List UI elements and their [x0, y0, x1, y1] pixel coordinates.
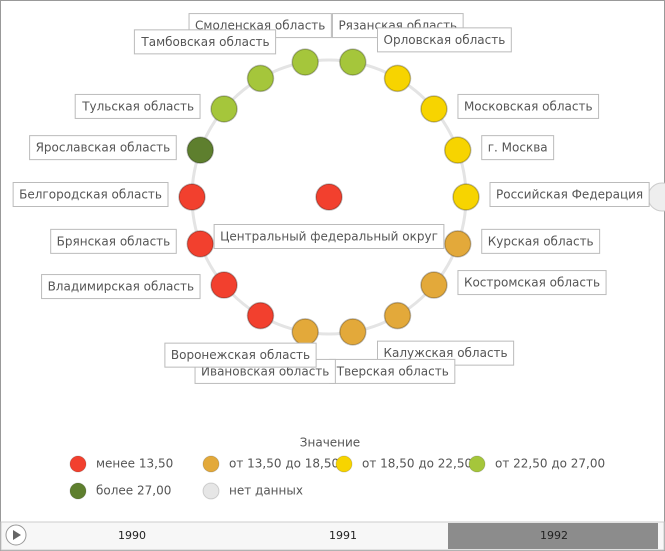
legend-swatch — [69, 482, 87, 500]
region-node[interactable] — [186, 230, 215, 258]
region-node[interactable] — [178, 183, 206, 211]
region-label: Белгородская область — [19, 188, 162, 202]
region-label: Смоленская область — [195, 19, 325, 33]
label-box — [50, 228, 177, 254]
label-box — [74, 93, 201, 119]
legend-swatch — [202, 482, 220, 500]
region-label: Московская область — [464, 99, 593, 113]
center-label: Центральный федеральный округ — [220, 230, 438, 244]
legend-title: Значение — [300, 436, 360, 450]
timeline-year[interactable]: 1991 — [329, 529, 357, 542]
region-node[interactable] — [186, 136, 215, 164]
label-box — [213, 224, 445, 249]
region-label: г. Москва — [488, 141, 548, 155]
timeline-year[interactable]: 1990 — [118, 529, 146, 542]
region-node[interactable] — [452, 183, 480, 211]
play-icon — [13, 530, 21, 540]
legend-swatch — [69, 455, 87, 473]
label-box — [457, 270, 607, 296]
legend-swatch — [202, 455, 220, 473]
region-node[interactable] — [291, 318, 319, 346]
region-label: Костромская область — [464, 276, 600, 290]
region-node[interactable] — [315, 183, 343, 211]
region-label: Воронежская область — [171, 348, 310, 362]
label-box — [489, 182, 650, 207]
label-box — [164, 342, 317, 368]
legend-label: от 22,50 до 27,00 — [495, 457, 605, 471]
region-node[interactable] — [210, 95, 238, 123]
region-label: Калужская область — [384, 346, 508, 360]
region-label: Российская Федерация — [496, 188, 643, 202]
label-box — [133, 29, 277, 55]
region-node[interactable] — [383, 64, 412, 93]
legend-swatch — [468, 455, 486, 473]
legend-label: менее 13,50 — [96, 457, 173, 471]
legend-label: нет данных — [229, 484, 303, 498]
legend-label: более 27,00 — [96, 484, 171, 498]
region-node[interactable] — [420, 271, 448, 299]
region-node[interactable] — [383, 301, 412, 330]
label-box — [377, 27, 512, 53]
region-label: Тульская область — [81, 99, 194, 113]
timeline-year[interactable]: 1992 — [540, 529, 568, 542]
region-label: Курская область — [488, 234, 594, 248]
label-box — [41, 274, 201, 300]
label-box — [457, 93, 600, 119]
timeline-selected — [448, 523, 658, 549]
region-label: Владимирская область — [48, 280, 194, 294]
label-box — [481, 135, 555, 161]
region-node[interactable] — [210, 271, 238, 299]
region-node[interactable] — [420, 95, 448, 123]
legend-label: от 18,50 до 22,50 — [362, 457, 472, 471]
region-node[interactable] — [246, 301, 275, 330]
region-label: Тамбовская область — [140, 35, 269, 49]
legend-swatch — [335, 455, 353, 473]
region-label: Брянская область — [57, 234, 171, 248]
region-label: Тверская область — [336, 364, 449, 378]
region-label: Ивановская область — [201, 364, 329, 378]
region-node[interactable] — [291, 48, 319, 76]
legend-label: от 13,50 до 18,50 — [229, 457, 339, 471]
label-box — [481, 228, 601, 254]
label-box — [12, 182, 169, 207]
region-node[interactable] — [339, 48, 367, 76]
region-label: Ярославская область — [36, 141, 171, 155]
region-node[interactable] — [443, 230, 472, 258]
region-node[interactable] — [246, 64, 275, 93]
region-label: Орловская область — [384, 33, 506, 47]
region-node[interactable] — [443, 136, 472, 164]
label-box — [29, 135, 177, 161]
region-node[interactable] — [339, 318, 367, 346]
